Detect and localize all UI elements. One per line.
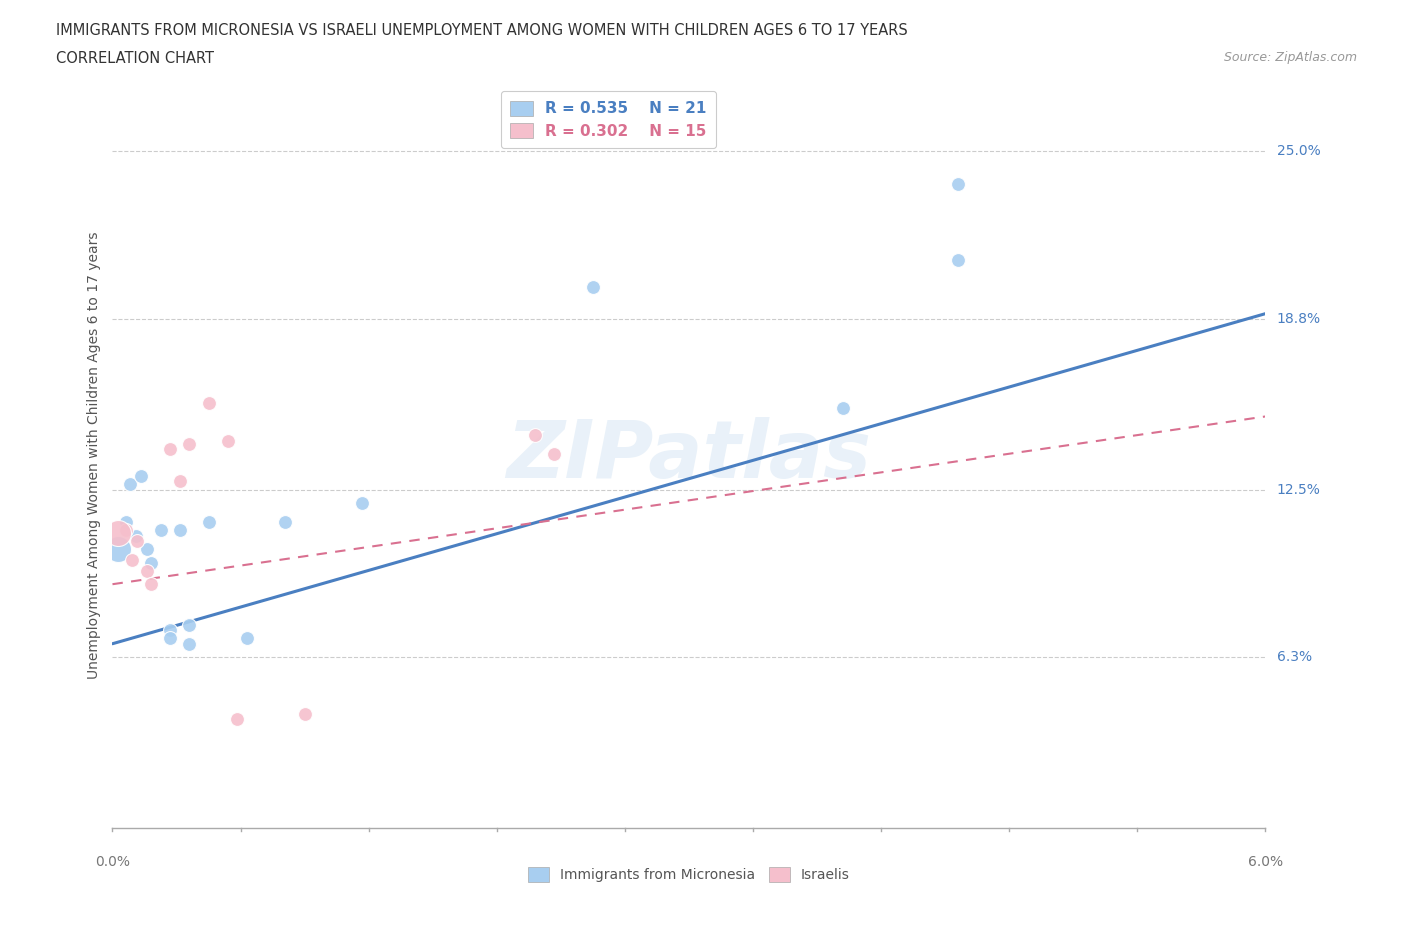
Text: 18.8%: 18.8% [1277, 312, 1320, 326]
Text: IMMIGRANTS FROM MICRONESIA VS ISRAELI UNEMPLOYMENT AMONG WOMEN WITH CHILDREN AGE: IMMIGRANTS FROM MICRONESIA VS ISRAELI UN… [56, 23, 908, 38]
Text: 12.5%: 12.5% [1277, 483, 1320, 497]
Legend: Immigrants from Micronesia, Israelis: Immigrants from Micronesia, Israelis [523, 862, 855, 888]
Text: CORRELATION CHART: CORRELATION CHART [56, 51, 214, 66]
Point [217, 433, 239, 448]
Text: 6.0%: 6.0% [1249, 856, 1282, 870]
Point [831, 401, 853, 416]
Point [179, 618, 201, 632]
Point [197, 514, 219, 529]
Point [352, 496, 374, 511]
Point [169, 523, 191, 538]
Point [169, 474, 191, 489]
Y-axis label: Unemployment Among Women with Children Ages 6 to 17 years: Unemployment Among Women with Children A… [87, 232, 101, 680]
Point [236, 631, 259, 645]
Point [179, 436, 201, 451]
Point [121, 552, 143, 567]
Point [136, 541, 159, 556]
Point [127, 534, 149, 549]
Point [582, 279, 605, 294]
Point [179, 636, 201, 651]
Point [129, 469, 153, 484]
Point [115, 523, 138, 538]
Point [107, 541, 129, 556]
Text: ZIPatlas: ZIPatlas [506, 417, 872, 495]
Point [139, 555, 162, 570]
Point [524, 428, 547, 443]
Point [107, 525, 129, 540]
Point [946, 177, 969, 192]
Point [159, 442, 181, 457]
Point [149, 523, 172, 538]
Point [274, 514, 297, 529]
Point [118, 477, 141, 492]
Point [946, 252, 969, 267]
Text: 0.0%: 0.0% [96, 856, 129, 870]
Point [124, 528, 146, 543]
Point [159, 631, 181, 645]
Text: 6.3%: 6.3% [1277, 650, 1312, 664]
Text: Source: ZipAtlas.com: Source: ZipAtlas.com [1223, 51, 1357, 64]
Point [136, 564, 159, 578]
Point [294, 707, 316, 722]
Point [197, 395, 219, 410]
Point [226, 712, 249, 727]
Point [543, 447, 565, 462]
Point [139, 577, 162, 591]
Text: 25.0%: 25.0% [1277, 144, 1320, 158]
Point [159, 623, 181, 638]
Point [115, 514, 138, 529]
